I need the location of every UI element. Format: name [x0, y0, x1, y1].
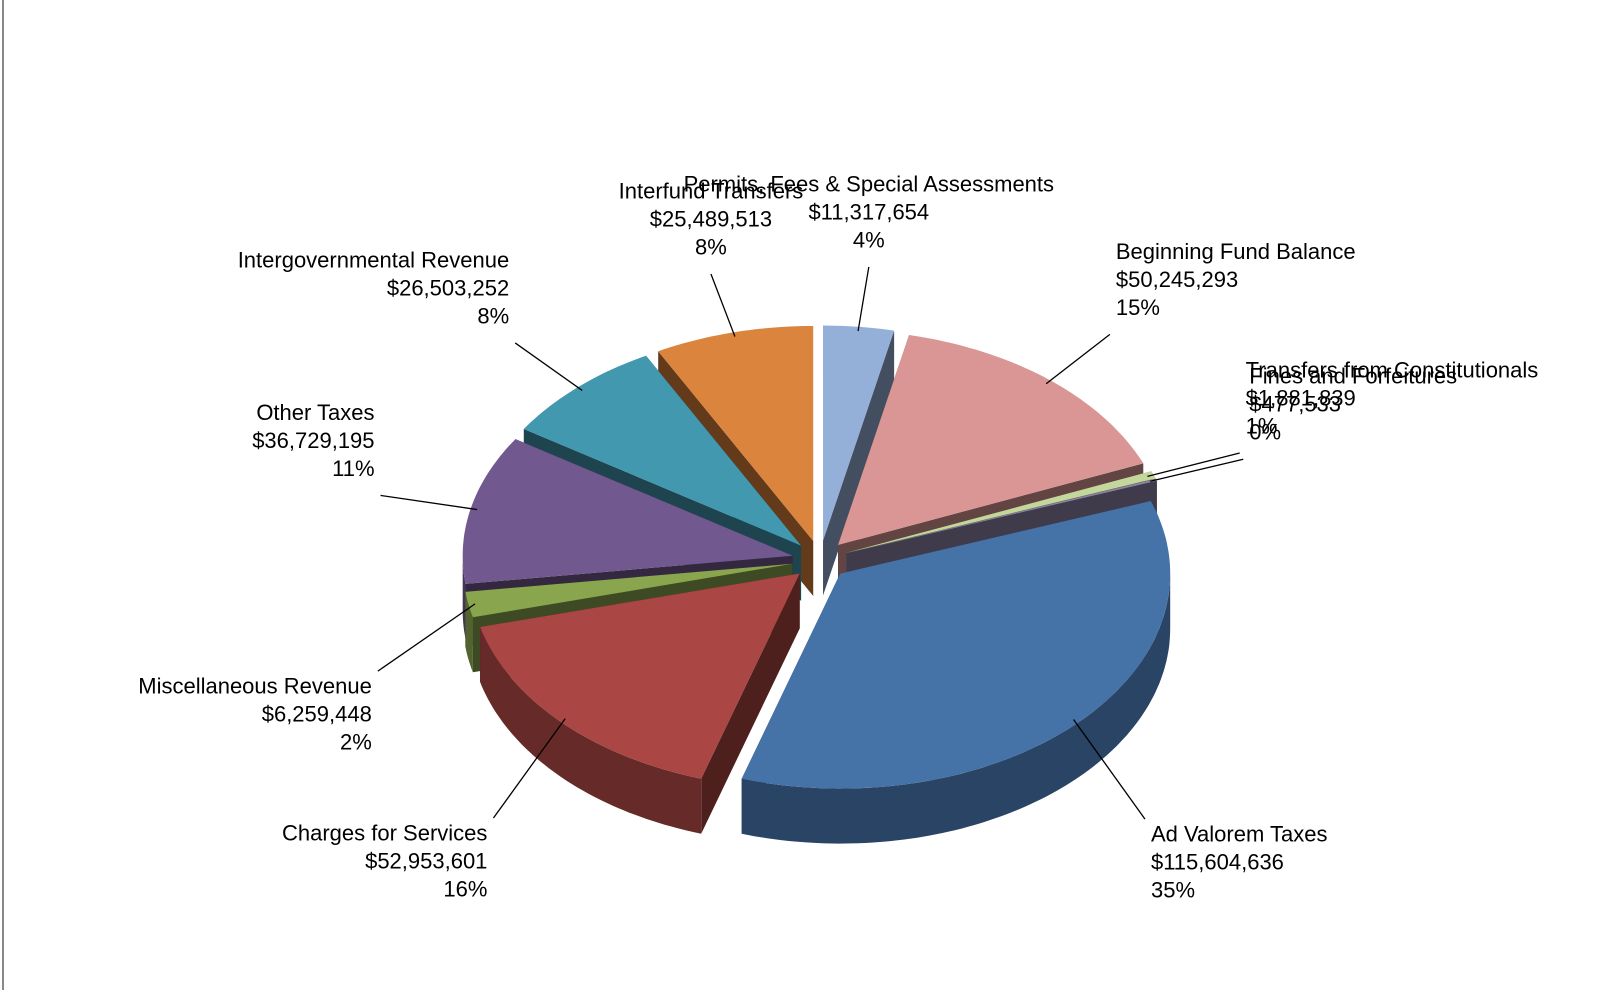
pie-labels: Permits, Fees & Special Assessments $11,3…	[138, 171, 1538, 902]
percent-label: 16%	[443, 876, 487, 901]
slice-label: Intergovernmental Revenue	[238, 247, 510, 272]
leader-line	[1147, 452, 1240, 478]
percent-label: 8%	[477, 303, 509, 328]
slice-label: Beginning Fund Balance	[1116, 239, 1356, 264]
pie-slice	[465, 563, 793, 618]
percent-label: 1%	[1246, 413, 1278, 438]
pie-slice	[823, 325, 895, 541]
slice-label: Transfers from Constitutionals	[1246, 357, 1539, 382]
value-label: $477,533	[1249, 392, 1341, 417]
pie-slice-side	[741, 573, 1171, 844]
percent-label: 4%	[853, 227, 885, 252]
slice-label: Charges for Services	[282, 820, 487, 845]
leader-line	[380, 494, 478, 511]
value-label: $50,245,293	[1116, 267, 1238, 292]
leader-line	[710, 273, 736, 337]
slice-label: Miscellaneous Revenue	[138, 674, 372, 699]
value-label: $52,953,601	[365, 848, 487, 873]
pie-slice	[523, 355, 802, 546]
pie-slice-side	[480, 627, 702, 834]
percent-label: 8%	[695, 234, 727, 259]
slice-label: Fines and Forfeitures	[1249, 364, 1457, 389]
leader-line	[514, 342, 583, 391]
percent-label: 15%	[1116, 295, 1160, 320]
percent-label: 0%	[1249, 420, 1281, 445]
value-label: $6,259,448	[262, 702, 372, 727]
value-label: $25,489,513	[650, 206, 772, 231]
pie-slice-side	[465, 591, 473, 673]
slice-label: Other Taxes	[256, 400, 374, 425]
pie-slice	[838, 335, 1144, 545]
percent-label: 2%	[340, 730, 372, 755]
value-label: $26,503,252	[387, 275, 509, 300]
value-label: $115,604,636	[1151, 850, 1284, 875]
pie-slice	[480, 573, 800, 779]
pie-slice-side	[462, 555, 466, 639]
pie-slice	[846, 471, 1156, 553]
pie-slice	[658, 326, 814, 541]
value-label: $11,317,654	[808, 199, 929, 224]
value-label: $1,881,839	[1246, 385, 1356, 410]
pie-slice	[846, 478, 1157, 554]
slice-label: Permits, Fees & Special Assessments	[684, 171, 1054, 196]
percent-label: 11%	[332, 456, 374, 481]
percent-label: 35%	[1151, 878, 1195, 903]
value-label: $36,729,195	[252, 428, 374, 453]
pie-slice	[741, 501, 1171, 789]
pie-slice	[462, 439, 793, 584]
leader-line	[1073, 719, 1146, 820]
pie-slice-wall	[823, 330, 895, 596]
pie-tops	[462, 325, 1171, 789]
pie-slice-wall	[701, 573, 800, 834]
leader-line	[492, 718, 566, 819]
slice-label: Interfund Transfers	[619, 178, 804, 203]
slice-label: Ad Valorem Taxes	[1151, 822, 1328, 847]
leader-line	[1150, 458, 1244, 482]
leader-line	[1045, 333, 1111, 385]
leader-line	[377, 603, 476, 672]
leader-line	[857, 266, 870, 332]
